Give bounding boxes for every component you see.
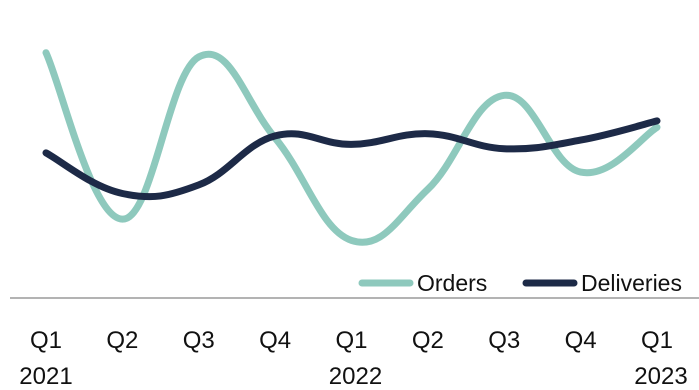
x-tick-label: Q4: [565, 327, 597, 354]
x-tick-label: Q3: [183, 327, 215, 354]
legend-label-deliveries: Deliveries: [581, 270, 682, 296]
legend-label-orders: Orders: [417, 270, 487, 296]
series-line-deliveries: [42, 117, 661, 201]
x-tick-label: Q1: [641, 327, 673, 354]
x-tick-label: Q2: [106, 327, 138, 354]
x-tick-label: Q1: [30, 327, 62, 354]
x-year-label-2021: 2021: [19, 363, 72, 390]
x-year-label-2023: 2023: [634, 363, 687, 390]
x-tick-label: Q2: [412, 327, 444, 354]
series-layer: [42, 49, 661, 246]
x-axis-tick-labels: Q1 Q2 Q3 Q4 Q1 Q2 Q3 Q4 Q1: [30, 327, 673, 354]
x-axis-year-labels: 2021 2022 2023: [19, 363, 687, 390]
x-tick-label: Q4: [259, 327, 291, 354]
x-tick-label: Q3: [488, 327, 520, 354]
x-year-label-2022: 2022: [329, 363, 382, 390]
x-tick-label: Q1: [335, 327, 367, 354]
legend: Orders Deliveries: [358, 270, 682, 296]
series-line-orders: [42, 49, 661, 246]
